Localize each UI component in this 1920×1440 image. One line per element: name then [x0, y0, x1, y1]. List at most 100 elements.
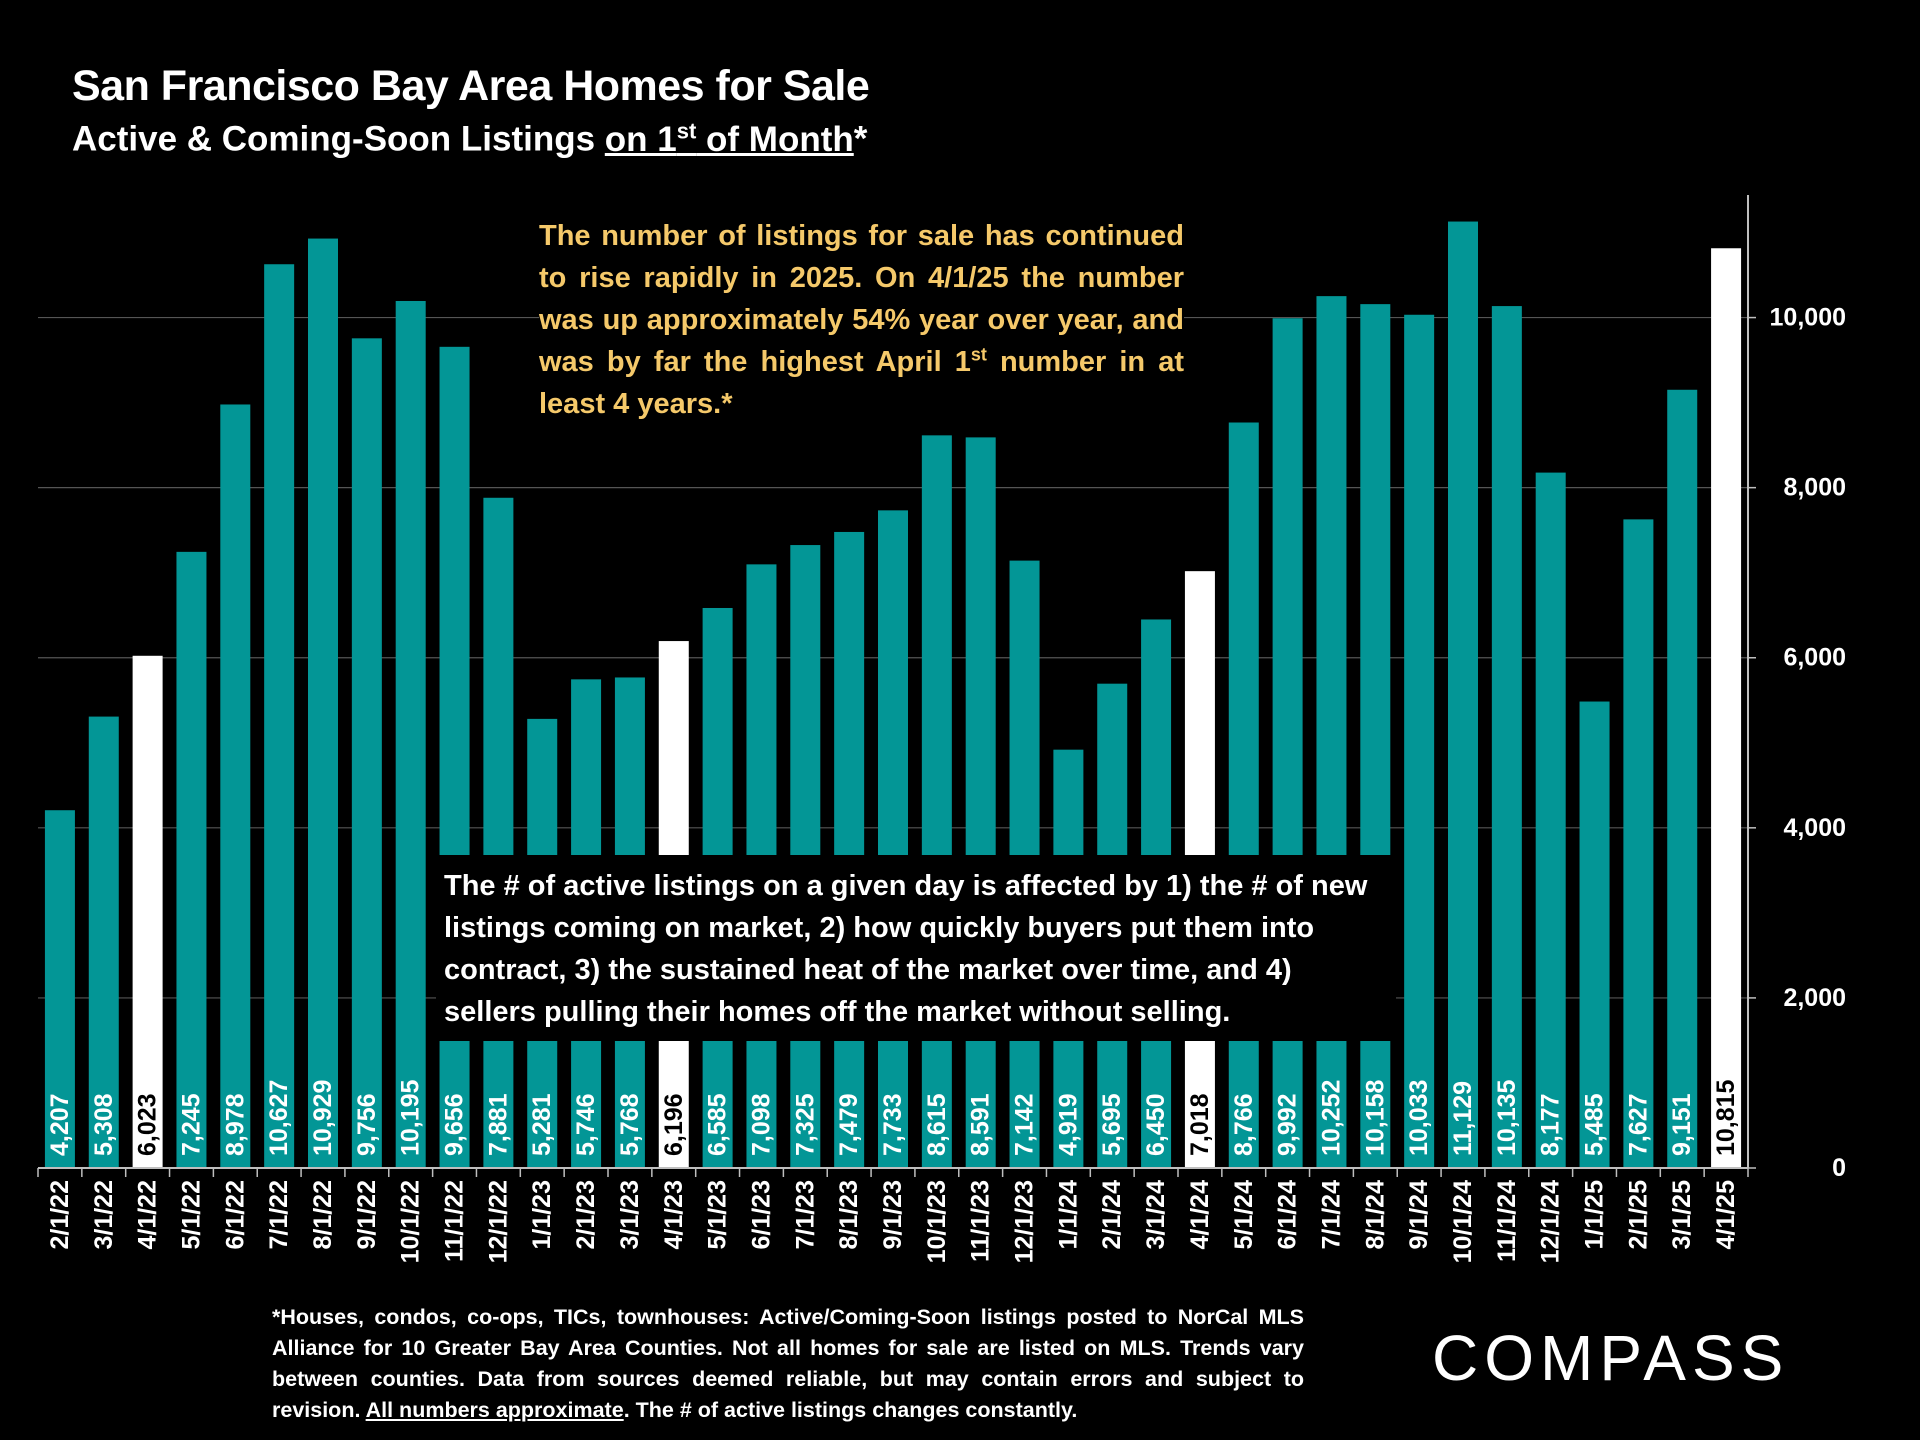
x-tick-label: 9/1/22	[353, 1180, 381, 1250]
y-tick-labels: 0 2,000 4,000 6,000 8,000 10,000	[1770, 304, 1846, 1182]
bar	[439, 346, 470, 1168]
x-tick-label: 10/1/22	[397, 1180, 425, 1263]
bar-value-label: 4,919	[1054, 1093, 1082, 1156]
callout-annotation-bottom: The # of active listings on a given day …	[436, 855, 1396, 1041]
footnote-part2: . The # of active listings changes const…	[623, 1398, 1078, 1422]
x-tick-label: 12/1/22	[484, 1180, 512, 1263]
x-tick-label: 5/1/23	[704, 1180, 732, 1250]
bar-value-label: 8,591	[967, 1093, 995, 1156]
bar-value-label: 9,656	[441, 1093, 469, 1156]
bar-value-label: 10,033	[1405, 1080, 1433, 1156]
bar	[878, 510, 908, 1169]
bar	[1623, 519, 1654, 1168]
bar-value-label: 11,129	[1449, 1081, 1477, 1156]
y-tick-label: 2,000	[1783, 984, 1846, 1012]
x-tick-label: 4/1/24	[1186, 1180, 1214, 1250]
x-tick-label: 10/1/23	[923, 1180, 951, 1263]
bar-value-label: 7,479	[835, 1093, 863, 1156]
x-tick-label: 3/1/23	[616, 1180, 644, 1250]
x-tick-label: 2/1/24	[1098, 1180, 1126, 1250]
bar-value-label: 10,135	[1493, 1079, 1521, 1156]
x-tick-label: 8/1/24	[1361, 1180, 1389, 1250]
bar-value-labels: 4,207 5,308 6,023 7,245 8,978 10,627 10,929 9,7…	[46, 1079, 1740, 1156]
bar-value-label: 5,281	[528, 1093, 556, 1156]
x-tick-label: 6/1/23	[747, 1180, 775, 1250]
y-tick-label: 10,000	[1770, 304, 1846, 332]
callout-top-part1: The number of listings for sale has cont…	[539, 220, 1184, 378]
bar-value-label: 7,098	[747, 1093, 775, 1156]
bar-value-label: 7,733	[879, 1093, 907, 1156]
bar-value-label: 10,627	[265, 1080, 293, 1156]
bar-value-label: 9,756	[353, 1093, 381, 1156]
bar-value-label: 7,018	[1186, 1093, 1214, 1156]
bar-value-label: 10,815	[1712, 1079, 1740, 1156]
x-tick-label: 7/1/23	[791, 1180, 819, 1250]
bar-value-label: 6,450	[1142, 1093, 1170, 1156]
x-tick-label: 7/1/24	[1317, 1180, 1345, 1250]
y-tick-label: 6,000	[1783, 644, 1846, 672]
axes	[37, 195, 1756, 1177]
bar	[1448, 221, 1478, 1168]
x-tick-label: 1/1/23	[528, 1180, 556, 1250]
x-tick-label: 1/1/24	[1054, 1180, 1082, 1250]
bar-value-label: 8,177	[1537, 1093, 1565, 1156]
x-tick-label: 6/1/22	[221, 1180, 249, 1250]
bar	[921, 435, 952, 1168]
footnote-underlined: All numbers approximate	[365, 1398, 624, 1422]
x-tick-label: 4/1/25	[1712, 1180, 1740, 1250]
bar	[1404, 314, 1435, 1168]
x-tick-labels: 2/1/22 3/1/22 4/1/22 5/1/22 6/1/22 7/1/22 8/1/…	[46, 1180, 1740, 1264]
subtitle-underlined: on 1st of Month	[605, 118, 854, 159]
bar	[834, 531, 865, 1168]
callout-top-part2: number in at least 4 years.*	[539, 346, 1184, 420]
bar	[351, 338, 382, 1169]
bar-value-label: 7,142	[1011, 1093, 1039, 1156]
bar	[44, 810, 75, 1168]
bar	[965, 437, 996, 1168]
bar-value-label: 10,929	[309, 1080, 337, 1156]
subtitle-suffix: *	[853, 119, 868, 159]
bar	[88, 716, 119, 1168]
x-tick-label: 6/1/24	[1274, 1180, 1302, 1250]
bar-value-label: 10,158	[1361, 1079, 1389, 1156]
bar-value-label: 4,207	[46, 1093, 74, 1156]
bar-value-label: 9,992	[1274, 1093, 1302, 1156]
bar	[1667, 389, 1698, 1169]
bar-value-label: 8,978	[221, 1093, 249, 1156]
bar-value-label: 7,325	[791, 1093, 819, 1156]
x-tick-label: 9/1/24	[1405, 1180, 1433, 1250]
bar-value-label: 5,485	[1581, 1093, 1609, 1156]
y-tick-label: 4,000	[1783, 814, 1846, 842]
bar-value-label: 5,695	[1098, 1093, 1126, 1156]
bar	[1711, 248, 1742, 1169]
callout-annotation-top: The number of listings for sale has cont…	[539, 215, 1184, 425]
bar-value-label: 8,766	[1230, 1093, 1258, 1156]
x-tick-label: 4/1/23	[660, 1180, 688, 1250]
x-tick-label: 1/1/25	[1581, 1180, 1609, 1250]
x-tick-label: 2/1/25	[1624, 1180, 1652, 1250]
compass-logo: COMPASS	[1432, 1322, 1789, 1392]
bar-value-label: 5,746	[572, 1093, 600, 1156]
subtitle-sup: st	[676, 118, 697, 143]
callout-top-sup: st	[970, 344, 987, 365]
footnote: *Houses, condos, co-ops, TICs, townhouse…	[272, 1302, 1304, 1426]
footnote-part1: *Houses, condos, co-ops, TICs, townhouse…	[272, 1305, 1304, 1422]
chart-title: San Francisco Bay Area Homes for Sale	[72, 62, 870, 110]
x-tick-label: 5/1/22	[177, 1180, 205, 1250]
x-tick-label: 3/1/24	[1142, 1180, 1170, 1250]
x-tick-label: 2/1/22	[46, 1180, 74, 1250]
bar-value-label: 10,195	[397, 1079, 425, 1156]
bar-value-label: 7,881	[484, 1093, 512, 1156]
bar	[264, 264, 295, 1169]
subtitle-underlined-b: of Month	[696, 119, 854, 159]
x-tick-label: 3/1/25	[1668, 1180, 1696, 1250]
bar-value-label: 8,615	[923, 1093, 951, 1156]
chart-subtitle: Active & Coming-Soon Listings on 1st of …	[72, 118, 867, 160]
bar-value-label: 6,196	[660, 1093, 688, 1156]
compass-logo-text: COMPASS	[1432, 1322, 1789, 1392]
x-tick-label: 7/1/22	[265, 1180, 293, 1250]
bar	[1535, 472, 1566, 1168]
bars	[44, 221, 1742, 1169]
bar	[176, 551, 207, 1168]
